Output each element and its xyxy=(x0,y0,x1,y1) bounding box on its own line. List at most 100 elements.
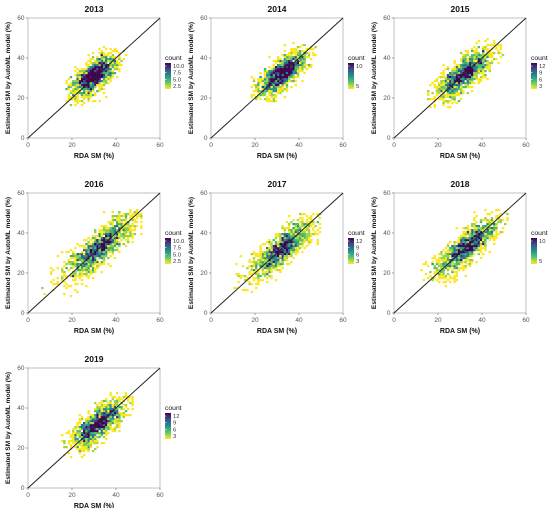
heat-cell xyxy=(94,70,97,73)
heat-cell xyxy=(493,52,496,55)
heat-cell xyxy=(116,424,119,427)
heat-cell xyxy=(292,233,295,236)
heat-cell xyxy=(107,420,110,423)
heat-cell xyxy=(91,76,95,79)
heat-cell xyxy=(91,440,95,443)
heat-cell xyxy=(274,245,278,248)
heat-cell xyxy=(473,46,476,49)
heat-cell xyxy=(80,444,84,447)
heat-cell xyxy=(460,259,463,262)
heat-cell xyxy=(281,74,284,77)
heat-cell xyxy=(484,66,487,69)
heat-cell xyxy=(102,239,106,242)
heat-cell xyxy=(429,84,432,87)
heat-cell xyxy=(303,66,306,69)
heat-cell xyxy=(87,267,90,270)
heat-cell xyxy=(74,263,77,266)
heat-cell xyxy=(105,76,108,79)
heat-cell xyxy=(433,267,436,270)
heat-cell xyxy=(296,239,300,242)
heat-cell xyxy=(63,440,66,443)
heat-cell xyxy=(124,414,128,417)
heat-cell xyxy=(422,263,425,266)
heat-cell xyxy=(303,247,306,250)
heat-cell xyxy=(279,247,282,250)
heat-cell xyxy=(109,400,112,403)
heat-cell xyxy=(277,68,280,71)
heat-cell xyxy=(109,239,112,242)
heat-cell xyxy=(457,257,461,260)
heat-cell xyxy=(451,265,454,268)
heat-cell xyxy=(482,237,485,240)
heat-cell xyxy=(76,444,79,447)
heat-cell xyxy=(316,243,319,246)
heat-cell xyxy=(283,50,286,53)
heat-cell xyxy=(281,82,284,85)
heat-cell xyxy=(94,408,97,411)
heat-cell xyxy=(80,436,84,439)
heat-cell xyxy=(488,70,491,73)
heat-cell xyxy=(87,426,90,429)
y-tick-label: 20 xyxy=(383,95,391,102)
heat-cell xyxy=(477,82,480,85)
heat-cell xyxy=(266,281,269,284)
heat-cell xyxy=(118,223,121,226)
heat-cell xyxy=(96,56,99,59)
heat-cell xyxy=(288,247,291,250)
heat-cell xyxy=(442,102,445,105)
heat-cell xyxy=(89,422,92,425)
heat-cell xyxy=(94,402,97,405)
heat-cell xyxy=(460,253,463,256)
heat-cell xyxy=(98,64,101,67)
heat-cell xyxy=(69,285,73,288)
heat-cell xyxy=(299,241,302,244)
heat-cell xyxy=(257,86,260,89)
heat-cell xyxy=(272,100,275,103)
heat-cell xyxy=(89,58,92,61)
heat-cell xyxy=(76,269,79,272)
heat-cell xyxy=(473,245,476,248)
heat-cell xyxy=(303,58,306,61)
heat-cell xyxy=(263,76,267,79)
heat-cell xyxy=(455,66,458,69)
heat-cell xyxy=(96,90,99,93)
heat-cell xyxy=(252,80,256,83)
heat-cell xyxy=(105,233,108,236)
heat-cell xyxy=(268,70,271,73)
heat-cell xyxy=(259,90,262,93)
heat-cell xyxy=(442,104,445,107)
heat-cell xyxy=(449,251,452,254)
heat-cell xyxy=(464,64,467,67)
heat-cell xyxy=(78,452,81,455)
heat-cell xyxy=(479,70,483,73)
heat-cell xyxy=(449,263,452,266)
heat-cell xyxy=(85,90,88,93)
heat-cell xyxy=(76,275,79,278)
heat-cell xyxy=(466,68,469,71)
heat-cell xyxy=(124,231,128,234)
heat-cell xyxy=(305,48,308,51)
heat-cell xyxy=(94,269,97,272)
heat-cell xyxy=(455,265,458,268)
heat-cell xyxy=(80,267,84,270)
heat-cell xyxy=(479,237,483,240)
heat-cell xyxy=(457,84,461,87)
heat-cell xyxy=(438,259,441,262)
heat-cell xyxy=(292,52,295,55)
heat-cell xyxy=(100,60,103,63)
heat-cell xyxy=(252,259,256,262)
heat-cell xyxy=(464,84,467,87)
heat-cell xyxy=(96,261,99,264)
heat-cell xyxy=(107,404,110,407)
heat-cell xyxy=(442,100,445,103)
heat-cell xyxy=(83,444,86,447)
heat-cell xyxy=(102,70,106,73)
heat-cell xyxy=(116,66,119,69)
heat-cell xyxy=(272,82,275,85)
heat-cell xyxy=(466,82,469,85)
heat-cell xyxy=(444,86,447,89)
heat-cell xyxy=(76,426,79,429)
heat-cell xyxy=(482,76,485,79)
heat-cell xyxy=(270,277,273,280)
heat-cell xyxy=(85,88,88,91)
